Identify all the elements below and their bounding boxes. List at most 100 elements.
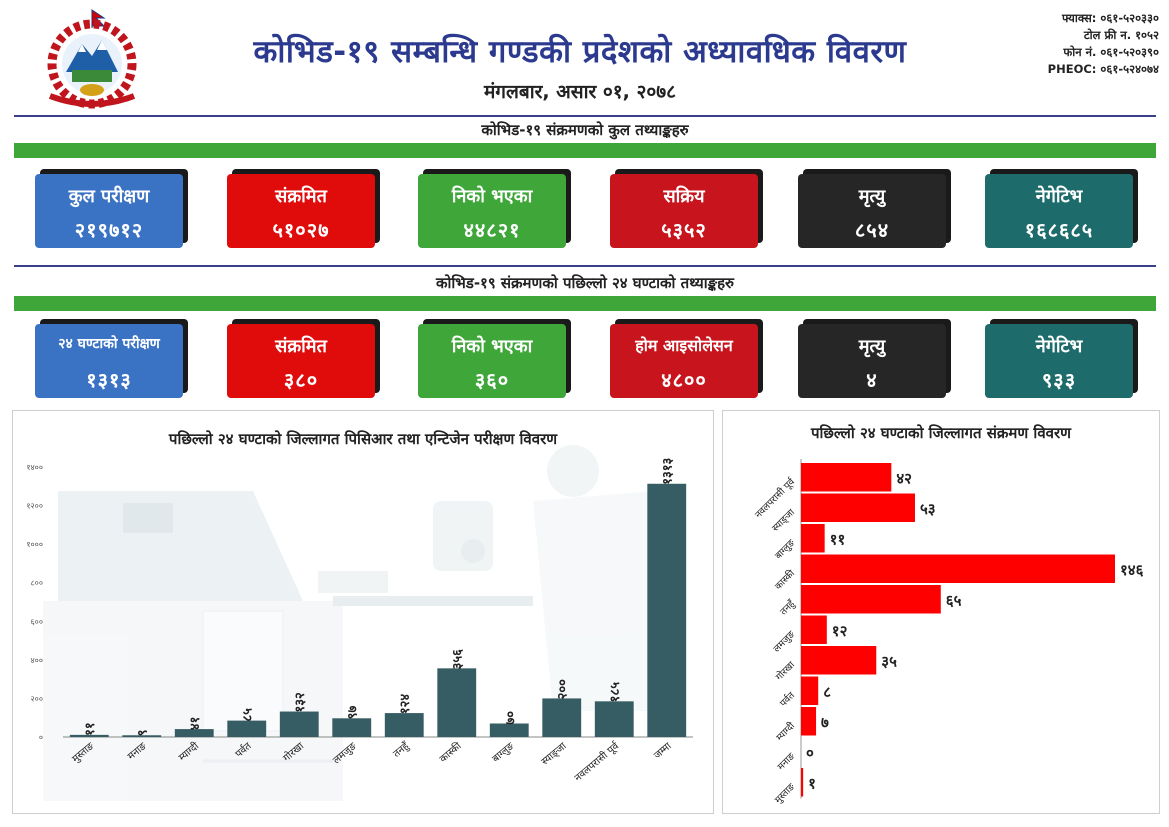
- bar: [227, 720, 267, 737]
- bar-value-label: १४६: [1120, 561, 1144, 579]
- toll-free-number: टोल फ्री न. १०५२: [1083, 28, 1159, 42]
- bar: [801, 676, 819, 705]
- bar: [279, 711, 319, 737]
- fax-number: फ्याक्स: ०६१-५२०३३०: [1061, 11, 1159, 25]
- card-24h-recovered: निको भएका ३६०: [418, 324, 566, 398]
- y-tick-label: म्याग्दी: [774, 720, 798, 744]
- bar: [801, 646, 877, 675]
- y-tick-label: ४००: [31, 656, 43, 665]
- x-tick-label: स्याङ्जा: [540, 741, 569, 768]
- bar: [542, 698, 582, 737]
- bar-value-label: ३५६: [451, 649, 466, 670]
- bar-value-label: ८५: [241, 708, 256, 722]
- card-label: मृत्यु: [858, 186, 886, 207]
- bar-value-label: ९७: [346, 706, 361, 720]
- bar-value-label: ०: [806, 744, 814, 762]
- bar-value-label: ७०: [503, 711, 518, 725]
- y-tick-label: लमजुङ: [771, 628, 797, 654]
- card-value: ४४८२१: [463, 218, 521, 242]
- bar: [801, 493, 915, 522]
- divider: [14, 115, 1156, 117]
- bar-value-label: २००: [556, 679, 571, 700]
- card-value: २१९७१२: [74, 218, 144, 242]
- card-total-negative: नेगेटिभ १६८६८५: [985, 174, 1133, 248]
- card-24h-tests: २४ घण्टाको परीक्षण १३१३: [35, 324, 183, 398]
- y-tick-label: स्याङ्जा: [770, 507, 797, 534]
- chart-title: पछिल्लो २४ घण्टाको जिल्लागत संक्रमण विवर…: [811, 424, 1071, 442]
- y-tick-label: १२००: [26, 502, 43, 511]
- report-date: मंगलबार, असार ०१, २०७८: [483, 81, 677, 103]
- card-total-tests: कुल परीक्षण २१९७१२: [35, 174, 183, 248]
- bar: [801, 707, 817, 736]
- government-emblem: [36, 8, 148, 112]
- bar-value-label: ४२: [896, 469, 912, 487]
- card-24h-negative: नेगेटिभ ९३३: [985, 324, 1133, 398]
- bar: [801, 768, 804, 797]
- x-tick-label: कास्की: [437, 740, 464, 765]
- bar: [801, 463, 892, 492]
- bar-value-label: ७: [821, 713, 829, 731]
- card-value: ३८०: [283, 368, 319, 392]
- card-total-deaths: मृत्यु ८५४: [798, 174, 946, 248]
- infections-chart-panel: पछिल्लो २४ घण्टाको जिल्लागत संक्रमण विवर…: [722, 410, 1160, 814]
- x-tick-label: नवलपरासी पूर्व: [572, 739, 622, 784]
- card-24h-infected: संक्रमित ३८०: [227, 324, 375, 398]
- page-title: कोभिड-१९ सम्बन्धि गण्डकी प्रदेशको अध्याव…: [253, 34, 907, 70]
- bar-value-label: ३५: [881, 652, 897, 670]
- bar-value-label: ११: [83, 722, 98, 736]
- x-tick-label: जम्मा: [652, 741, 674, 762]
- x-tick-label: बाग्लुङ: [491, 740, 517, 764]
- bar: [122, 735, 162, 737]
- contact-info: फ्याक्स: ०६१-५२०३३० टोल फ्री न. १०५२ फोन…: [1048, 10, 1159, 78]
- green-band: [14, 143, 1156, 158]
- y-tick-label: तनहुँ: [778, 597, 799, 618]
- y-tick-label: २००: [31, 694, 43, 703]
- bar-value-label: १२: [832, 622, 848, 640]
- card-value: १३१३: [86, 368, 132, 392]
- card-value: ५३५२: [661, 218, 707, 242]
- bar-value-label: १: [808, 774, 816, 792]
- bar-value-label: ४१: [188, 717, 203, 731]
- last24-section-title: कोभिड-१९ संक्रमणको पछिल्लो २४ घण्टाको तथ…: [435, 274, 735, 292]
- y-tick-label: गोरखा: [773, 659, 797, 683]
- card-label: संक्रमित: [275, 336, 327, 357]
- card-value: ५१०२७: [272, 218, 330, 242]
- bar: [801, 524, 825, 553]
- bar: [489, 723, 529, 737]
- bar-value-label: १३२: [293, 692, 308, 713]
- phone-number: फोन नं. ०६१-५२०३९०: [1063, 45, 1159, 59]
- card-label: कुल परीक्षण: [68, 186, 150, 207]
- bar-value-label: १२४: [398, 694, 413, 715]
- card-label: मृत्यु: [858, 336, 886, 357]
- bar-value-label: ८: [823, 683, 831, 701]
- card-value: १६८६८५: [1024, 218, 1094, 242]
- card-24h-home-isolation: होम आइसोलेसन ४८००: [610, 324, 758, 398]
- bar: [801, 615, 827, 644]
- divider: [14, 265, 1156, 267]
- y-tick-label: १०००: [26, 540, 43, 549]
- card-total-active: सक्रिय ५३५२: [610, 174, 758, 248]
- tests-chart-panel: पछिल्लो २४ घण्टाको जिल्लागत पिसिआर तथा ए…: [12, 410, 714, 814]
- bar-value-label: ९: [136, 729, 151, 736]
- card-value: ३६०: [474, 368, 510, 392]
- bar: [801, 585, 941, 614]
- card-label: २४ घण्टाको परीक्षण: [58, 336, 160, 352]
- green-band: [14, 296, 1156, 311]
- card-value: ४८००: [661, 368, 707, 392]
- card-24h-deaths: मृत्यु ४: [798, 324, 946, 398]
- card-label: नेगेटिभ: [1035, 336, 1083, 357]
- y-tick-label: मनाङ: [776, 750, 798, 772]
- pheoc-number: PHEOC: ०६१-५२४०७४: [1047, 62, 1159, 76]
- chart-title: पछिल्लो २४ घण्टाको जिल्लागत पिसिआर तथा ए…: [168, 430, 558, 448]
- bar: [647, 483, 687, 737]
- totals-section-title: कोभिड-१९ संक्रमणको कुल तथ्याङ्कहरु: [481, 121, 689, 139]
- bar: [437, 668, 477, 737]
- y-tick-label: कास्की: [772, 567, 797, 592]
- card-label: सक्रिय: [663, 186, 705, 207]
- card-total-infected: संक्रमित ५१०२७: [227, 174, 375, 248]
- bar-value-label: १८५: [608, 682, 623, 703]
- bar: [801, 554, 1115, 583]
- bar-value-label: १३१३: [661, 457, 676, 484]
- card-label: निको भएका: [451, 336, 533, 357]
